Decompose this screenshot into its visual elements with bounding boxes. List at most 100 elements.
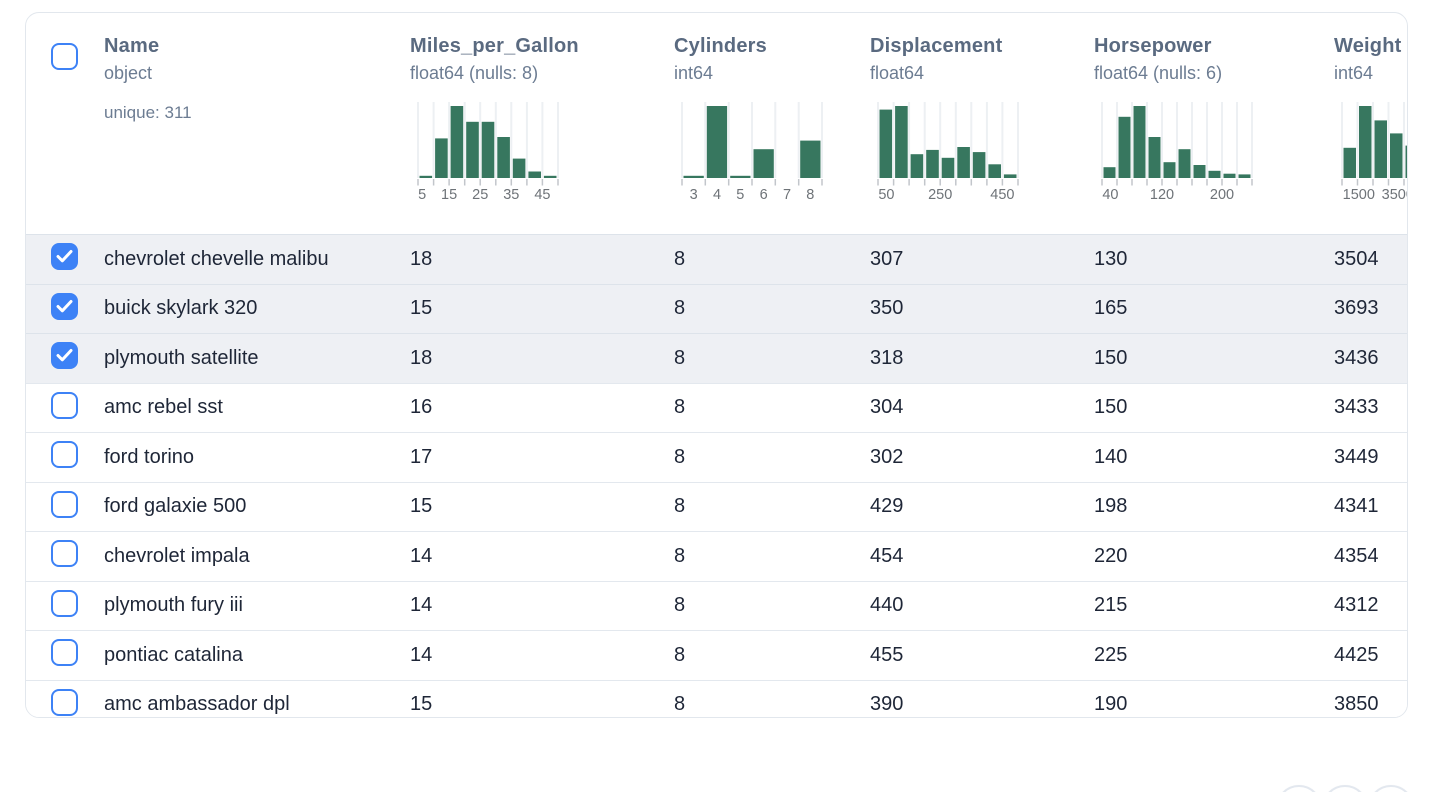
cell-miles_per_gallon: 17 bbox=[410, 445, 433, 468]
column-title[interactable]: Weight bbox=[1334, 35, 1402, 57]
row-checkbox[interactable] bbox=[51, 342, 78, 370]
column-title[interactable]: Displacement bbox=[870, 35, 1003, 57]
row-checkbox[interactable] bbox=[51, 490, 78, 518]
cell-displacement: 440 bbox=[870, 594, 904, 617]
cell-displacement: 390 bbox=[870, 693, 904, 716]
column-dtype: float64 (nulls: 8) bbox=[410, 63, 539, 83]
svg-text:50: 50 bbox=[878, 187, 894, 203]
cell-name: pontiac catalina bbox=[104, 643, 243, 666]
cell-miles_per_gallon: 14 bbox=[410, 594, 433, 617]
cell-name: ford galaxie 500 bbox=[104, 495, 247, 518]
column-title[interactable]: Miles_per_Gallon bbox=[410, 35, 579, 57]
column-header-miles_per_gallon: Miles_per_Gallon float64 (nulls: 8) 5 15 25 3… bbox=[394, 13, 658, 234]
svg-text:5: 5 bbox=[736, 187, 744, 203]
column-header-horsepower: Horsepower float64 (nulls: 6) 40 120 200 bbox=[1078, 13, 1318, 234]
table-row: amc ambassador dpl 15 8 390 190 3850 bbox=[26, 679, 1407, 717]
cell-weight: 4312 bbox=[1334, 594, 1379, 617]
table-row: chevrolet impala 14 8 454 220 4354 bbox=[26, 531, 1407, 581]
cell-horsepower: 225 bbox=[1094, 643, 1128, 666]
row-checkbox[interactable] bbox=[51, 688, 78, 716]
row-checkbox[interactable] bbox=[51, 589, 78, 617]
table-row: chevrolet chevelle malibu 18 8 307 130 3504 bbox=[26, 234, 1407, 284]
row-checkbox[interactable] bbox=[51, 243, 78, 271]
cell-displacement: 350 bbox=[870, 297, 904, 320]
row-checkbox[interactable] bbox=[51, 292, 78, 320]
svg-text:200: 200 bbox=[1210, 187, 1234, 203]
row-checkbox[interactable] bbox=[51, 639, 78, 667]
svg-text:40: 40 bbox=[1102, 187, 1118, 203]
column-header-weight: Weight int64 1500 3500 bbox=[1318, 13, 1408, 234]
cutoff-button-3[interactable] bbox=[1368, 785, 1414, 792]
select-all-cell bbox=[26, 13, 104, 234]
table-row: plymouth satellite 18 8 318 150 3436 bbox=[26, 333, 1407, 383]
cell-name: plymouth satellite bbox=[104, 346, 259, 369]
check-icon bbox=[56, 349, 73, 362]
cell-horsepower: 215 bbox=[1094, 594, 1128, 617]
row-checkbox[interactable] bbox=[51, 441, 78, 469]
column-unique-count: unique: 311 bbox=[104, 103, 192, 122]
cell-weight: 4341 bbox=[1334, 495, 1379, 518]
svg-text:450: 450 bbox=[990, 187, 1014, 203]
cell-miles_per_gallon: 16 bbox=[410, 396, 433, 419]
cutoff-button-1[interactable] bbox=[1276, 785, 1322, 792]
cell-miles_per_gallon: 15 bbox=[410, 495, 433, 518]
row-checkbox-cell bbox=[26, 639, 104, 671]
cell-horsepower: 220 bbox=[1094, 544, 1128, 567]
cell-miles_per_gallon: 18 bbox=[410, 247, 433, 270]
svg-text:250: 250 bbox=[928, 187, 952, 203]
row-checkbox-cell bbox=[26, 490, 104, 523]
cell-weight: 4425 bbox=[1334, 643, 1379, 666]
cell-horsepower: 165 bbox=[1094, 297, 1128, 320]
row-checkbox[interactable] bbox=[51, 540, 78, 568]
cell-displacement: 302 bbox=[870, 445, 904, 468]
column-title[interactable]: Horsepower bbox=[1094, 35, 1212, 57]
cell-displacement: 307 bbox=[870, 247, 904, 270]
column-dtype: object bbox=[104, 63, 153, 83]
cell-name: chevrolet impala bbox=[104, 544, 250, 567]
column-histogram: 5 15 25 35 45 bbox=[417, 102, 559, 203]
row-checkbox-cell bbox=[26, 243, 104, 275]
check-icon bbox=[56, 299, 73, 313]
cell-horsepower: 130 bbox=[1094, 247, 1128, 270]
column-header-displacement: Displacement float64 50 250 450 bbox=[854, 13, 1078, 234]
cell-weight: 3504 bbox=[1334, 247, 1379, 270]
row-checkbox-cell bbox=[26, 342, 104, 374]
svg-text:3500: 3500 bbox=[1382, 187, 1408, 203]
svg-text:7: 7 bbox=[783, 187, 791, 203]
cell-name: amc rebel sst bbox=[104, 396, 223, 419]
cell-weight: 4354 bbox=[1334, 544, 1379, 567]
row-checkbox[interactable] bbox=[51, 391, 78, 419]
svg-text:15: 15 bbox=[441, 187, 457, 203]
cell-name: plymouth fury iii bbox=[104, 594, 243, 617]
column-title[interactable]: Cylinders bbox=[674, 35, 767, 57]
check-icon bbox=[56, 250, 73, 263]
cell-cylinders: 8 bbox=[674, 396, 686, 419]
svg-text:6: 6 bbox=[760, 187, 768, 203]
cell-displacement: 318 bbox=[870, 346, 904, 369]
cell-cylinders: 8 bbox=[674, 297, 686, 320]
cell-cylinders: 8 bbox=[674, 346, 686, 369]
cell-horsepower: 198 bbox=[1094, 495, 1128, 518]
cell-horsepower: 150 bbox=[1094, 396, 1128, 419]
svg-text:35: 35 bbox=[503, 187, 519, 203]
row-checkbox-cell bbox=[26, 391, 104, 424]
cell-miles_per_gallon: 15 bbox=[410, 693, 433, 716]
cell-name: chevrolet chevelle malibu bbox=[104, 247, 329, 270]
table-row: ford galaxie 500 15 8 429 198 4341 bbox=[26, 481, 1407, 531]
cell-cylinders: 8 bbox=[674, 544, 686, 567]
select-all-checkbox[interactable] bbox=[51, 43, 78, 70]
column-histogram: 1500 3500 bbox=[1341, 102, 1408, 203]
svg-text:8: 8 bbox=[806, 187, 814, 203]
column-title[interactable]: Name bbox=[104, 35, 160, 57]
column-dtype: int64 bbox=[674, 63, 714, 83]
svg-text:25: 25 bbox=[472, 187, 488, 203]
cutoff-button-2[interactable] bbox=[1322, 785, 1368, 792]
cell-horsepower: 190 bbox=[1094, 693, 1128, 716]
column-dtype: int64 bbox=[1334, 63, 1374, 83]
cell-horsepower: 140 bbox=[1094, 445, 1128, 468]
cell-cylinders: 8 bbox=[674, 495, 686, 518]
cell-name: ford torino bbox=[104, 445, 195, 468]
table-row: pontiac catalina 14 8 455 225 4425 bbox=[26, 630, 1407, 680]
